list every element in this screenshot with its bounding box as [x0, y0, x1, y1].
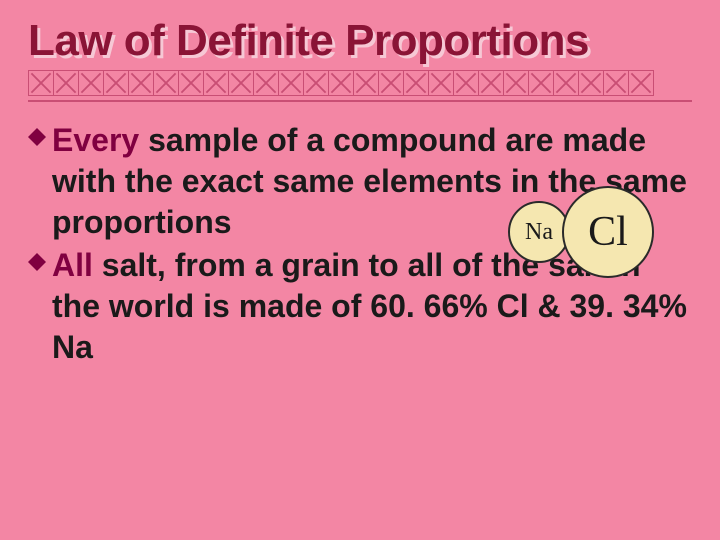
divider-cell — [478, 70, 504, 96]
divider-cell — [428, 70, 454, 96]
x-icon — [579, 71, 603, 95]
divider-cell — [228, 70, 254, 96]
divider-cell — [553, 70, 579, 96]
x-icon — [254, 71, 278, 95]
x-icon — [104, 71, 128, 95]
x-icon — [404, 71, 428, 95]
x-icon — [204, 71, 228, 95]
divider-cell — [103, 70, 129, 96]
chlorine-atom: Cl — [562, 186, 654, 278]
slide-content: Every sample of a compound are made with… — [28, 120, 692, 368]
diamond-bullet-icon — [28, 253, 46, 271]
divider-cell — [353, 70, 379, 96]
x-icon — [504, 71, 528, 95]
x-icon — [79, 71, 103, 95]
divider-cell — [603, 70, 629, 96]
x-icon — [129, 71, 153, 95]
divider-cell — [178, 70, 204, 96]
bullet-lead-word: All — [52, 247, 93, 283]
x-icon — [179, 71, 203, 95]
divider-cell — [403, 70, 429, 96]
x-icon — [29, 71, 53, 95]
x-icon — [354, 71, 378, 95]
x-icon — [304, 71, 328, 95]
divider-cell — [453, 70, 479, 96]
divider-cell — [78, 70, 104, 96]
x-icon — [229, 71, 253, 95]
nacl-diagram: Na Cl — [508, 186, 654, 278]
x-icon — [529, 71, 553, 95]
x-icon — [629, 71, 653, 95]
divider-cell — [328, 70, 354, 96]
slide: Law of Definite Proportions Every sample… — [0, 0, 720, 540]
x-icon — [604, 71, 628, 95]
sodium-label: Na — [525, 220, 553, 244]
divider-cell — [378, 70, 404, 96]
x-icon — [154, 71, 178, 95]
divider-cell — [203, 70, 229, 96]
divider-cell — [628, 70, 654, 96]
chlorine-label: Cl — [588, 211, 628, 253]
divider-cell — [28, 70, 54, 96]
divider-cell — [503, 70, 529, 96]
divider-cell — [153, 70, 179, 96]
divider-cell — [128, 70, 154, 96]
x-icon — [54, 71, 78, 95]
x-icon — [329, 71, 353, 95]
divider-cell — [528, 70, 554, 96]
bullet-lead-word: Every — [52, 122, 139, 158]
divider-cell — [53, 70, 79, 96]
divider-pattern — [28, 70, 692, 96]
x-icon — [379, 71, 403, 95]
x-icon — [279, 71, 303, 95]
x-icon — [429, 71, 453, 95]
x-icon — [454, 71, 478, 95]
divider-cell — [278, 70, 304, 96]
slide-title: Law of Definite Proportions — [28, 18, 692, 64]
sodium-atom: Na — [508, 201, 570, 263]
divider-rule — [28, 100, 692, 102]
x-icon — [554, 71, 578, 95]
divider-cell — [578, 70, 604, 96]
x-icon — [479, 71, 503, 95]
divider-cell — [303, 70, 329, 96]
divider-cell — [253, 70, 279, 96]
diamond-bullet-icon — [28, 128, 46, 146]
